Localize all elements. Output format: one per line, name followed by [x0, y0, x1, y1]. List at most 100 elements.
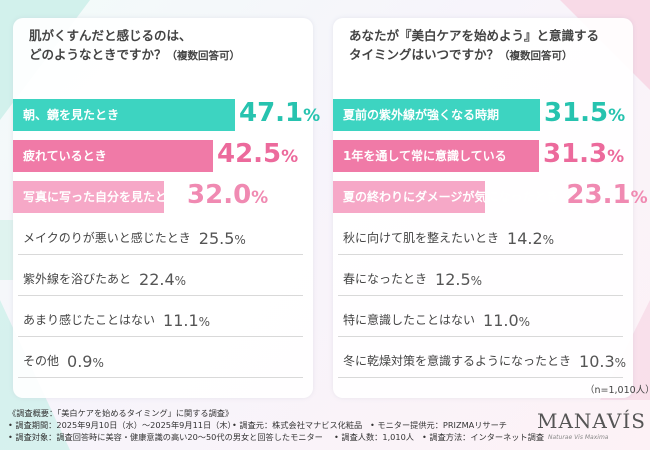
left-bar-value: 32.0% [187, 180, 268, 210]
left-question-line1: 肌がくすんだと感じるのは、 [29, 28, 192, 43]
right-bar-value: 31.3% [543, 139, 624, 169]
right-bar-value: 31.5% [544, 98, 625, 128]
right-bar-value-unit: % [607, 147, 625, 167]
right-bar-label: 1年を通して常に意識している [343, 149, 507, 163]
right-bar-value-unit: % [542, 233, 555, 247]
footer-source: • 調査元：株式会社マナビス化粧品 [232, 420, 363, 430]
right-bar-value-number: 10.3 [579, 352, 615, 371]
left-bar-label: 紫外線を浴びたあと [23, 272, 132, 286]
left-bar-row: 写真に写った自分を見たとき 32.0% [13, 177, 313, 213]
left-question-note: （複数回答可） [166, 50, 241, 62]
right-bar-value-number: 12.5 [435, 270, 471, 289]
right-bar-value: 14.2% [507, 229, 554, 248]
left-row-divider [18, 377, 303, 378]
left-bar [13, 181, 164, 213]
left-bar-value-unit: % [281, 147, 299, 167]
left-bar-label: 疲れているとき [23, 149, 107, 163]
right-bar-label: 特に意識したことはない [343, 313, 476, 327]
right-row-divider [338, 377, 623, 378]
left-bar-value-unit: % [251, 188, 269, 208]
left-bar-value-number: 22.4 [139, 270, 175, 289]
left-bar-value-unit: % [92, 356, 104, 370]
right-bar-value: 12.5% [435, 270, 482, 289]
left-bar-value: 42.5% [217, 139, 298, 169]
left-bar-value: 22.4% [139, 270, 186, 289]
right-bar-value-number: 14.2 [507, 229, 543, 248]
right-question-panel: あなたが『美白ケアを始めよう』と意識する タイミングはいつですか？（複数回答可）… [333, 18, 648, 398]
left-row-divider [18, 295, 303, 296]
right-bar-value: 23.1% [566, 180, 647, 210]
left-bar-label: 写真に写った自分を見たとき [23, 190, 180, 204]
right-bar-row: 春になったとき 12.5% [333, 259, 633, 296]
right-bar-value-number: 31.3 [543, 139, 608, 169]
left-bar-value-number: 0.9 [67, 352, 93, 371]
footer-count: • 調査人数：1,010人 [334, 432, 414, 442]
right-bar-value-number: 11.0 [483, 311, 519, 330]
footer-period: • 調査期間：2025年9月10日（水）～2025年9月11日（木） [8, 420, 236, 430]
left-bar-row: あまり感じたことはない 11.1% [13, 300, 313, 337]
right-bar-value-unit: % [470, 274, 483, 288]
left-bar-label: 朝、鏡を見たとき [23, 108, 120, 122]
right-row-divider [338, 254, 623, 255]
footer-panel-provider: • モニター提供元：PRIZMAリサーチ [370, 420, 507, 430]
left-bar-value-number: 42.5 [217, 139, 282, 169]
brand-tagline: Naturae Vis Maxima [548, 434, 609, 441]
right-row-divider [338, 336, 623, 337]
left-bar-value-number: 47.1 [239, 98, 304, 128]
right-question-title: あなたが『美白ケアを始めよう』と意識する タイミングはいつですか？（複数回答可） [349, 26, 624, 66]
left-bar-label: その他 [23, 354, 60, 368]
right-bar-value-unit: % [614, 356, 627, 370]
right-bar-row: 夏前の紫外線が強くなる時期 31.5% [333, 95, 633, 131]
left-question-title: 肌がくすんだと感じるのは、 どのようなときですか？（複数回答可） [29, 26, 304, 66]
footer-method: • 調査方法：インターネット調査 [422, 432, 545, 442]
right-question-line1: あなたが『美白ケアを始めよう』と意識する [349, 28, 600, 43]
right-bar-value: 10.3% [579, 352, 626, 371]
left-bar [13, 140, 213, 172]
left-question-line2: どのようなときですか？ [29, 47, 167, 62]
left-bar-label: あまり感じたことはない [23, 313, 156, 327]
left-bar-value-unit: % [234, 233, 246, 247]
footer-target: • 調査対象：調査回答時に美容・健康意識の高い20～50代の男女と回答したモニタ… [8, 432, 323, 442]
right-bar-value-unit: % [608, 106, 626, 126]
left-bar-row: 疲れているとき 42.5% [13, 136, 313, 172]
left-bar-label: メイクのりが悪いと感じたとき [23, 231, 191, 245]
left-bar-value-unit: % [303, 106, 321, 126]
right-bar-value-number: 23.1 [566, 180, 631, 210]
left-row-divider [18, 254, 303, 255]
left-bar-row: メイクのりが悪いと感じたとき 25.5% [13, 218, 313, 255]
right-bar-label: 夏前の紫外線が強くなる時期 [343, 108, 500, 122]
right-question-line2: タイミングはいつですか？ [349, 47, 500, 62]
right-bar-label: 春になったとき [343, 272, 428, 286]
right-bar [333, 99, 540, 131]
right-bar-value-number: 31.5 [544, 98, 609, 128]
right-bar-row: 冬に乾燥対策を意識するようになったとき 10.3% [333, 341, 633, 378]
left-bar-value-unit: % [174, 274, 187, 288]
brand-logo: MANAVÍS [537, 409, 646, 433]
left-bar-value-number: 11.1 [163, 311, 199, 330]
right-bar-row: 特に意識したことはない 11.0% [333, 300, 633, 337]
right-bar [333, 140, 539, 172]
right-question-note: （複数回答可） [499, 50, 573, 62]
right-row-divider [338, 295, 623, 296]
left-bar-value-number: 32.0 [187, 180, 252, 210]
left-bar-row: 紫外線を浴びたあと 22.4% [13, 259, 313, 296]
right-bar-label: 夏の終わりにダメージが気になったとき [343, 190, 559, 204]
right-bar-label: 冬に乾燥対策を意識するようになったとき [343, 354, 572, 368]
footer-title: 《調査概要：「美白ケアを始めるタイミング」に関する調査》 [8, 408, 234, 418]
right-bar-value-unit: % [518, 315, 531, 329]
right-bar-value: 11.0% [483, 311, 530, 330]
right-bar-row: 1年を通して常に意識している 31.3% [333, 136, 633, 172]
left-bar-row: 朝、鏡を見たとき 47.1% [13, 95, 320, 131]
left-bar-value-unit: % [198, 315, 211, 329]
left-bar-row: その他 0.9% [13, 341, 313, 378]
right-bar [333, 181, 485, 213]
left-bar-value-number: 25.5 [198, 229, 235, 248]
right-bar-row: 秋に向けて肌を整えたいとき 14.2% [333, 218, 633, 255]
right-bar-value-unit: % [630, 188, 648, 208]
left-row-divider [18, 336, 303, 337]
left-bar [13, 99, 235, 131]
left-bar-value: 47.1% [239, 98, 320, 128]
left-bar-value: 11.1% [163, 311, 210, 330]
left-bar-value: 0.9% [67, 352, 104, 371]
